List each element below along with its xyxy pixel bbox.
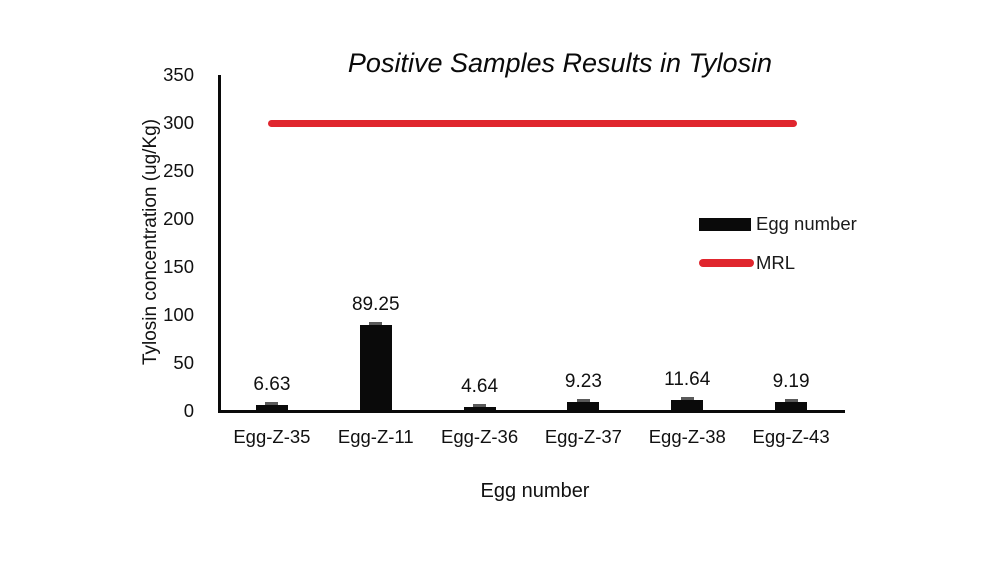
bar-Egg-Z-43 — [775, 402, 808, 411]
chart-title: Positive Samples Results in Tylosin — [347, 48, 773, 78]
legend-item-mrl: MRL — [699, 250, 857, 276]
y-tick-label: 300 — [163, 112, 194, 133]
legend-label-mrl: MRL — [756, 252, 796, 273]
legend-swatch-wrap — [699, 259, 756, 267]
bar-Egg-Z-35 — [255, 404, 288, 411]
y-tick-label: 0 — [183, 400, 194, 421]
legend-label-egg-number: Egg number — [756, 213, 857, 234]
bar-data-label: 9.23 — [564, 371, 602, 393]
y-tick-label: 150 — [163, 256, 194, 277]
mrl-reference-line — [268, 119, 797, 127]
legend-swatch-wrap — [699, 217, 756, 231]
x-category-label: Egg-Z-36 — [441, 426, 519, 447]
bar-data-label: 9.19 — [772, 371, 810, 393]
bar-data-label: 11.64 — [664, 368, 711, 390]
bar-Egg-Z-37 — [567, 402, 600, 411]
x-category-label: Egg-Z-37 — [544, 426, 622, 447]
x-category-label: Egg-Z-11 — [337, 426, 414, 447]
y-tick-label: 200 — [163, 208, 194, 229]
y-tick-label: 50 — [173, 352, 194, 373]
error-bar-cap — [680, 396, 694, 400]
bar-data-label: 4.64 — [461, 375, 499, 397]
bar-data-label: 89.25 — [351, 294, 400, 316]
x-axis-line — [218, 409, 845, 413]
legend: Egg number MRL — [699, 211, 857, 289]
bar-data-label: 6.63 — [253, 373, 291, 395]
error-bar-cap — [576, 399, 590, 403]
bar-Egg-Z-36 — [463, 406, 496, 411]
bar-Egg-Z-38 — [671, 399, 704, 411]
legend-line-swatch — [699, 259, 754, 267]
x-category-label: Egg-Z-35 — [233, 426, 311, 447]
y-tick-label: 250 — [163, 160, 194, 181]
bar-Egg-Z-11 — [359, 325, 392, 411]
error-bar-cap — [473, 403, 487, 407]
x-category-label: Egg-Z-38 — [648, 426, 726, 447]
y-axis-label-text: Tylosin concentration (ug/Kg) — [140, 118, 161, 366]
x-axis-title: Egg number — [480, 480, 590, 502]
error-bar-cap — [369, 322, 383, 326]
legend-item-egg-number: Egg number — [699, 211, 857, 237]
y-tick-label: 350 — [163, 64, 194, 85]
x-category-label: Egg-Z-43 — [752, 426, 830, 447]
error-bar-cap — [265, 401, 279, 405]
error-bar-cap — [784, 399, 798, 403]
y-tick-label: 100 — [163, 304, 194, 325]
legend-bar-swatch — [699, 217, 751, 231]
y-axis-line — [218, 75, 221, 412]
